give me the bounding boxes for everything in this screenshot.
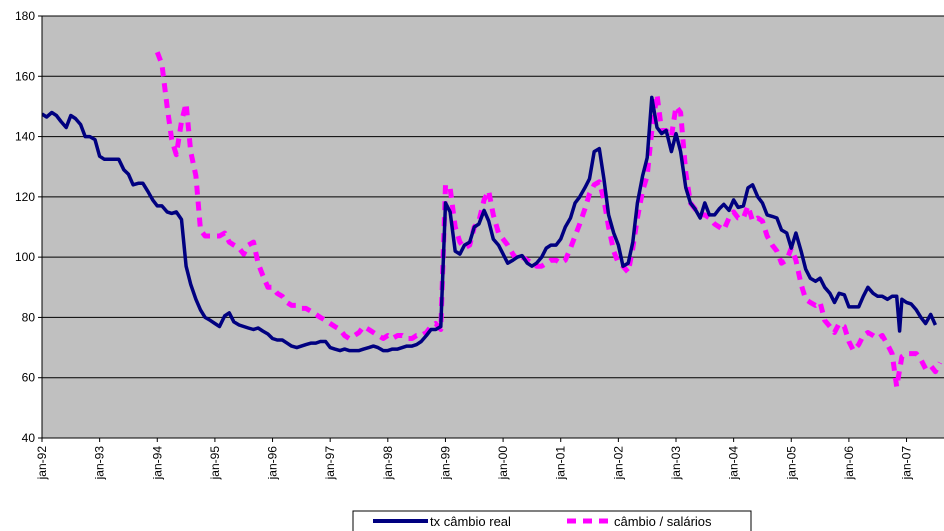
x-tick-label: jan-00 [496, 446, 510, 481]
x-tick-label: jan-98 [381, 446, 395, 481]
legend: tx câmbio real câmbio / salários [352, 510, 752, 531]
series-line-1 [42, 95, 937, 353]
x-tick-label: jan-05 [784, 446, 798, 481]
plot-area [42, 16, 944, 438]
x-tick-label: jan-95 [208, 446, 222, 481]
x-tick-label: jan-07 [900, 446, 914, 481]
y-tick-label: 120 [15, 190, 35, 204]
x-tick-label: jan-96 [266, 446, 280, 481]
x-tick-label: jan-93 [93, 446, 107, 481]
x-tick-label: jan-04 [727, 446, 741, 481]
x-tick-label: jan-03 [669, 446, 683, 481]
y-tick-label: 180 [15, 9, 35, 23]
y-tick-label: 100 [15, 250, 35, 264]
legend-box [352, 510, 752, 531]
x-axis: jan-92 jan-93 jan-94 jan-95 jan-96 jan-97 jan-… [35, 438, 914, 480]
series-line-2 [154, 51, 943, 390]
y-tick-label: 160 [15, 69, 35, 83]
series-group [42, 51, 943, 390]
gridlines [42, 15, 944, 379]
x-tick-label: jan-01 [554, 446, 568, 481]
y-tick-label: 40 [22, 431, 36, 445]
y-tick-label: 80 [22, 310, 36, 324]
x-tick-label: jan-92 [35, 446, 49, 481]
legend-label-series-2: câmbio / salários [614, 514, 712, 529]
y-axis: 40 60 80 100 120 140 160 180 [15, 9, 42, 445]
x-tick-label: jan-06 [842, 446, 856, 481]
legend-label-series-1: tx câmbio real [430, 514, 511, 529]
x-tick-label: jan-02 [611, 446, 625, 481]
x-tick-label: jan-99 [438, 446, 452, 481]
y-tick-label: 60 [22, 371, 36, 385]
x-tick-label: jan-97 [323, 446, 337, 481]
y-tick-label: 140 [15, 130, 35, 144]
x-tick-label: jan-94 [150, 446, 164, 481]
